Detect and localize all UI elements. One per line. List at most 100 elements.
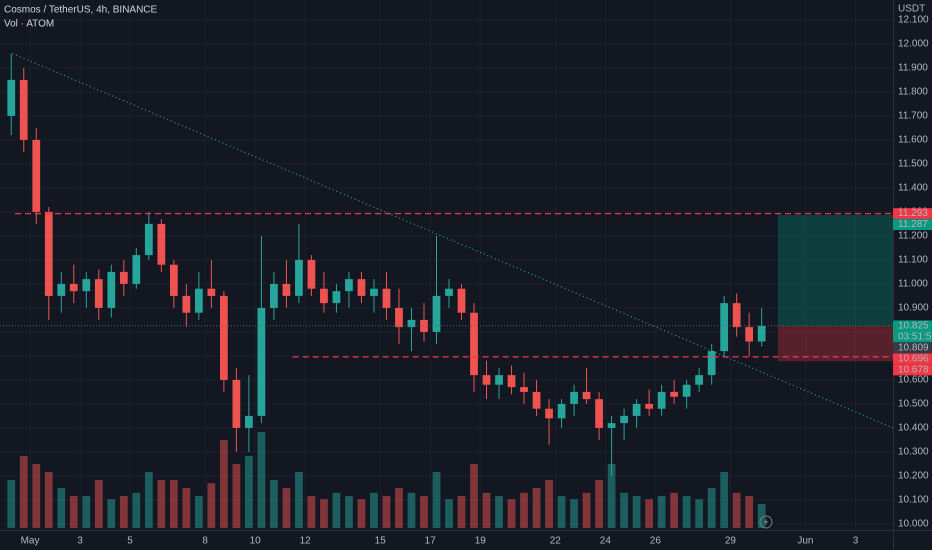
candle-body [32,139,41,212]
price-tag [893,364,932,376]
volume-bar [682,496,691,528]
volume-bar [107,499,116,528]
stop-zone [777,325,893,362]
volume-bar [532,488,541,528]
x-tick-label: 12 [300,536,312,547]
price-tag-label: 10.696 [898,354,929,365]
volume-bar [119,496,128,528]
volume-pane [7,432,766,528]
candle-body [194,288,203,313]
x-tick-label: May [21,536,40,547]
volume-bar [345,496,353,528]
y-tick-label: 11.100 [898,255,928,266]
volume-bar [332,492,341,528]
candle-body [44,211,53,296]
candle-body [482,375,491,385]
volume-bar [7,480,16,528]
y-tick-label: 11.800 [898,87,928,98]
lightning-icon[interactable] [759,515,773,529]
volume-bar [182,488,191,528]
candle-body [507,375,516,388]
volume-bar [632,496,641,528]
volume-bar [545,480,553,528]
candle-body [682,384,691,397]
volume-bar [457,496,466,528]
y-tick-label: 11.600 [898,135,928,146]
price-tag-label: 11.293 [898,208,928,219]
candle-body [607,423,616,428]
x-tick-label: 22 [550,536,562,547]
volume-bar [357,499,366,528]
candle-body [207,288,216,296]
volume-bar [695,499,704,528]
candle-body [595,399,603,428]
x-tick-label: 3 [77,536,83,547]
volume-bar [432,472,441,528]
candle-body [732,303,741,328]
y-tick-label: 10.100 [898,495,929,506]
price-tag-label: 10.825 [898,321,929,332]
x-tick-label: 5 [127,536,133,547]
y-tick-label: 10.200 [898,471,929,482]
candle-body [720,303,729,352]
volume-bar [757,504,766,528]
x-tick-label: 10 [250,536,262,547]
volume-bar [670,492,679,528]
volume-bar [207,483,216,528]
volume-bar [595,480,603,528]
candle-body [757,325,766,342]
volume-bar [370,492,378,528]
candle-body [219,295,228,380]
x-tick-label: 17 [425,536,437,547]
volume-bar [232,464,241,528]
candle-body [532,391,541,409]
volume-bar [482,492,491,528]
candle-body [295,259,303,296]
y-axis-label: USDT [898,4,925,15]
volume-bar [620,492,628,528]
candle-body [144,223,153,256]
candle-body [107,271,116,308]
y-tick-label: 10.900 [898,303,929,314]
candle-body [257,307,266,416]
volume-bar [657,496,666,528]
candle-body [69,283,78,292]
candle-body [520,387,528,392]
candle-body [570,391,578,404]
candle-body [470,312,478,376]
volume-bar [720,472,729,528]
candle-body [382,288,391,308]
candle-body [632,403,641,416]
candle-body [745,327,754,342]
volume-bar [245,456,253,528]
candle-body [270,283,278,308]
price-tag [893,353,932,365]
volume-bar [645,499,653,528]
x-tick-label: 3 [853,536,859,547]
x-tick-label: 15 [375,536,387,547]
candle-body [707,351,716,376]
volume-bar [707,488,716,528]
volume-bar [520,492,528,528]
volume-bar [307,496,316,528]
price-countdown: 03:51:59 [898,332,932,343]
volume-label: Vol · ATOM [4,19,54,30]
candle-body [620,415,628,424]
y-tick-label: 11.000 [898,279,928,290]
volume-bar [495,496,503,528]
candle-body [282,283,291,296]
volume-bar [745,496,754,528]
volume-bar [219,440,228,528]
y-tick-label: 11.700 [898,111,928,122]
x-tick-label: 19 [475,536,487,547]
candle-body [457,288,466,313]
candle-body [345,279,353,292]
volume-bar [57,488,66,528]
x-tick-label: 26 [650,536,662,547]
candle-body [407,319,416,328]
volume-bar [295,472,303,528]
volume-bar [582,492,591,528]
y-tick-label: 10.500 [898,399,929,410]
candle-body [182,295,191,313]
candle-body [395,307,403,328]
